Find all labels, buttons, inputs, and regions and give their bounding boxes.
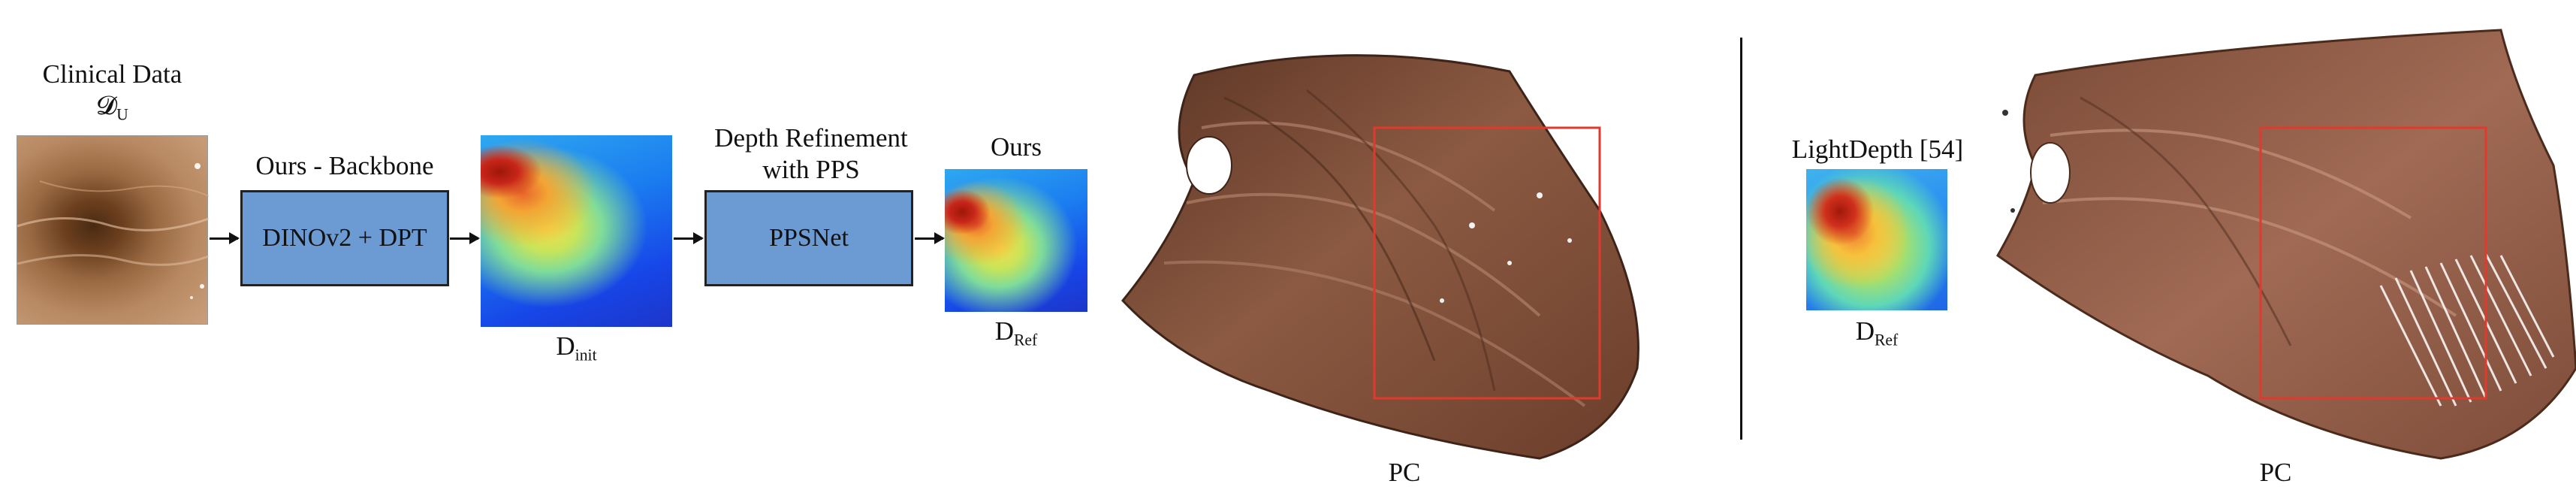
lightdepth-depth-label-sub: Ref [1874, 331, 1899, 349]
init-depth-label-main: D [556, 331, 575, 361]
ours-depth-label-main: D [994, 316, 1014, 346]
backbone-title: Ours - Backbone [255, 151, 434, 180]
backbone-box: DINOv2 + DPT [240, 190, 449, 286]
lightdepth-depth-label-main: D [1855, 316, 1875, 346]
init-depth-label: Dinit [481, 331, 672, 365]
ours-depth-map [945, 169, 1087, 312]
arrow-init-to-refinement [674, 232, 704, 244]
ours-title: Ours [990, 132, 1042, 162]
ours-pc-label: PC [1388, 458, 1421, 487]
init-depth-map [481, 135, 672, 327]
clinical-data-title: Clinical Data [42, 59, 182, 89]
lightdepth-depth-label: DRef [1806, 316, 1947, 350]
clinical-data-symbol: 𝓓U [17, 90, 208, 125]
init-depth-label-sub: init [575, 346, 597, 364]
lightdepth-pc-label: PC [2259, 458, 2292, 487]
lightdepth-highlight-box [2259, 126, 2487, 400]
arrow-refinement-to-ours [915, 232, 945, 244]
ours-point-cloud [1121, 54, 1639, 460]
clinical-image-texture [17, 163, 210, 299]
lightdepth-title: LightDepth [54] [1791, 135, 1964, 164]
arrow-input-to-backbone [210, 232, 240, 244]
refinement-box-label: PPSNet [769, 224, 849, 252]
ours-highlight-box [1373, 126, 1601, 400]
refinement-title-line1: Depth Refinement [714, 123, 908, 153]
lightdepth-depth-map [1806, 169, 1947, 310]
clinical-endoscopy-image [17, 135, 210, 325]
lightdepth-artifact-stripes [2379, 253, 2555, 407]
refinement-box: PPSNet [704, 190, 913, 286]
refinement-title-line2: with PPS [762, 155, 860, 184]
clinical-data-symbol-main: 𝓓 [96, 91, 117, 120]
comparison-divider [1740, 38, 1742, 440]
ours-depth-label-sub: Ref [1013, 331, 1038, 349]
lightdepth-point-cloud [1996, 29, 2576, 460]
arrow-backbone-to-init [450, 232, 480, 244]
clinical-data-symbol-sub: U [116, 105, 128, 124]
backbone-box-label: DINOv2 + DPT [262, 224, 427, 252]
ours-depth-label: DRef [945, 316, 1087, 350]
